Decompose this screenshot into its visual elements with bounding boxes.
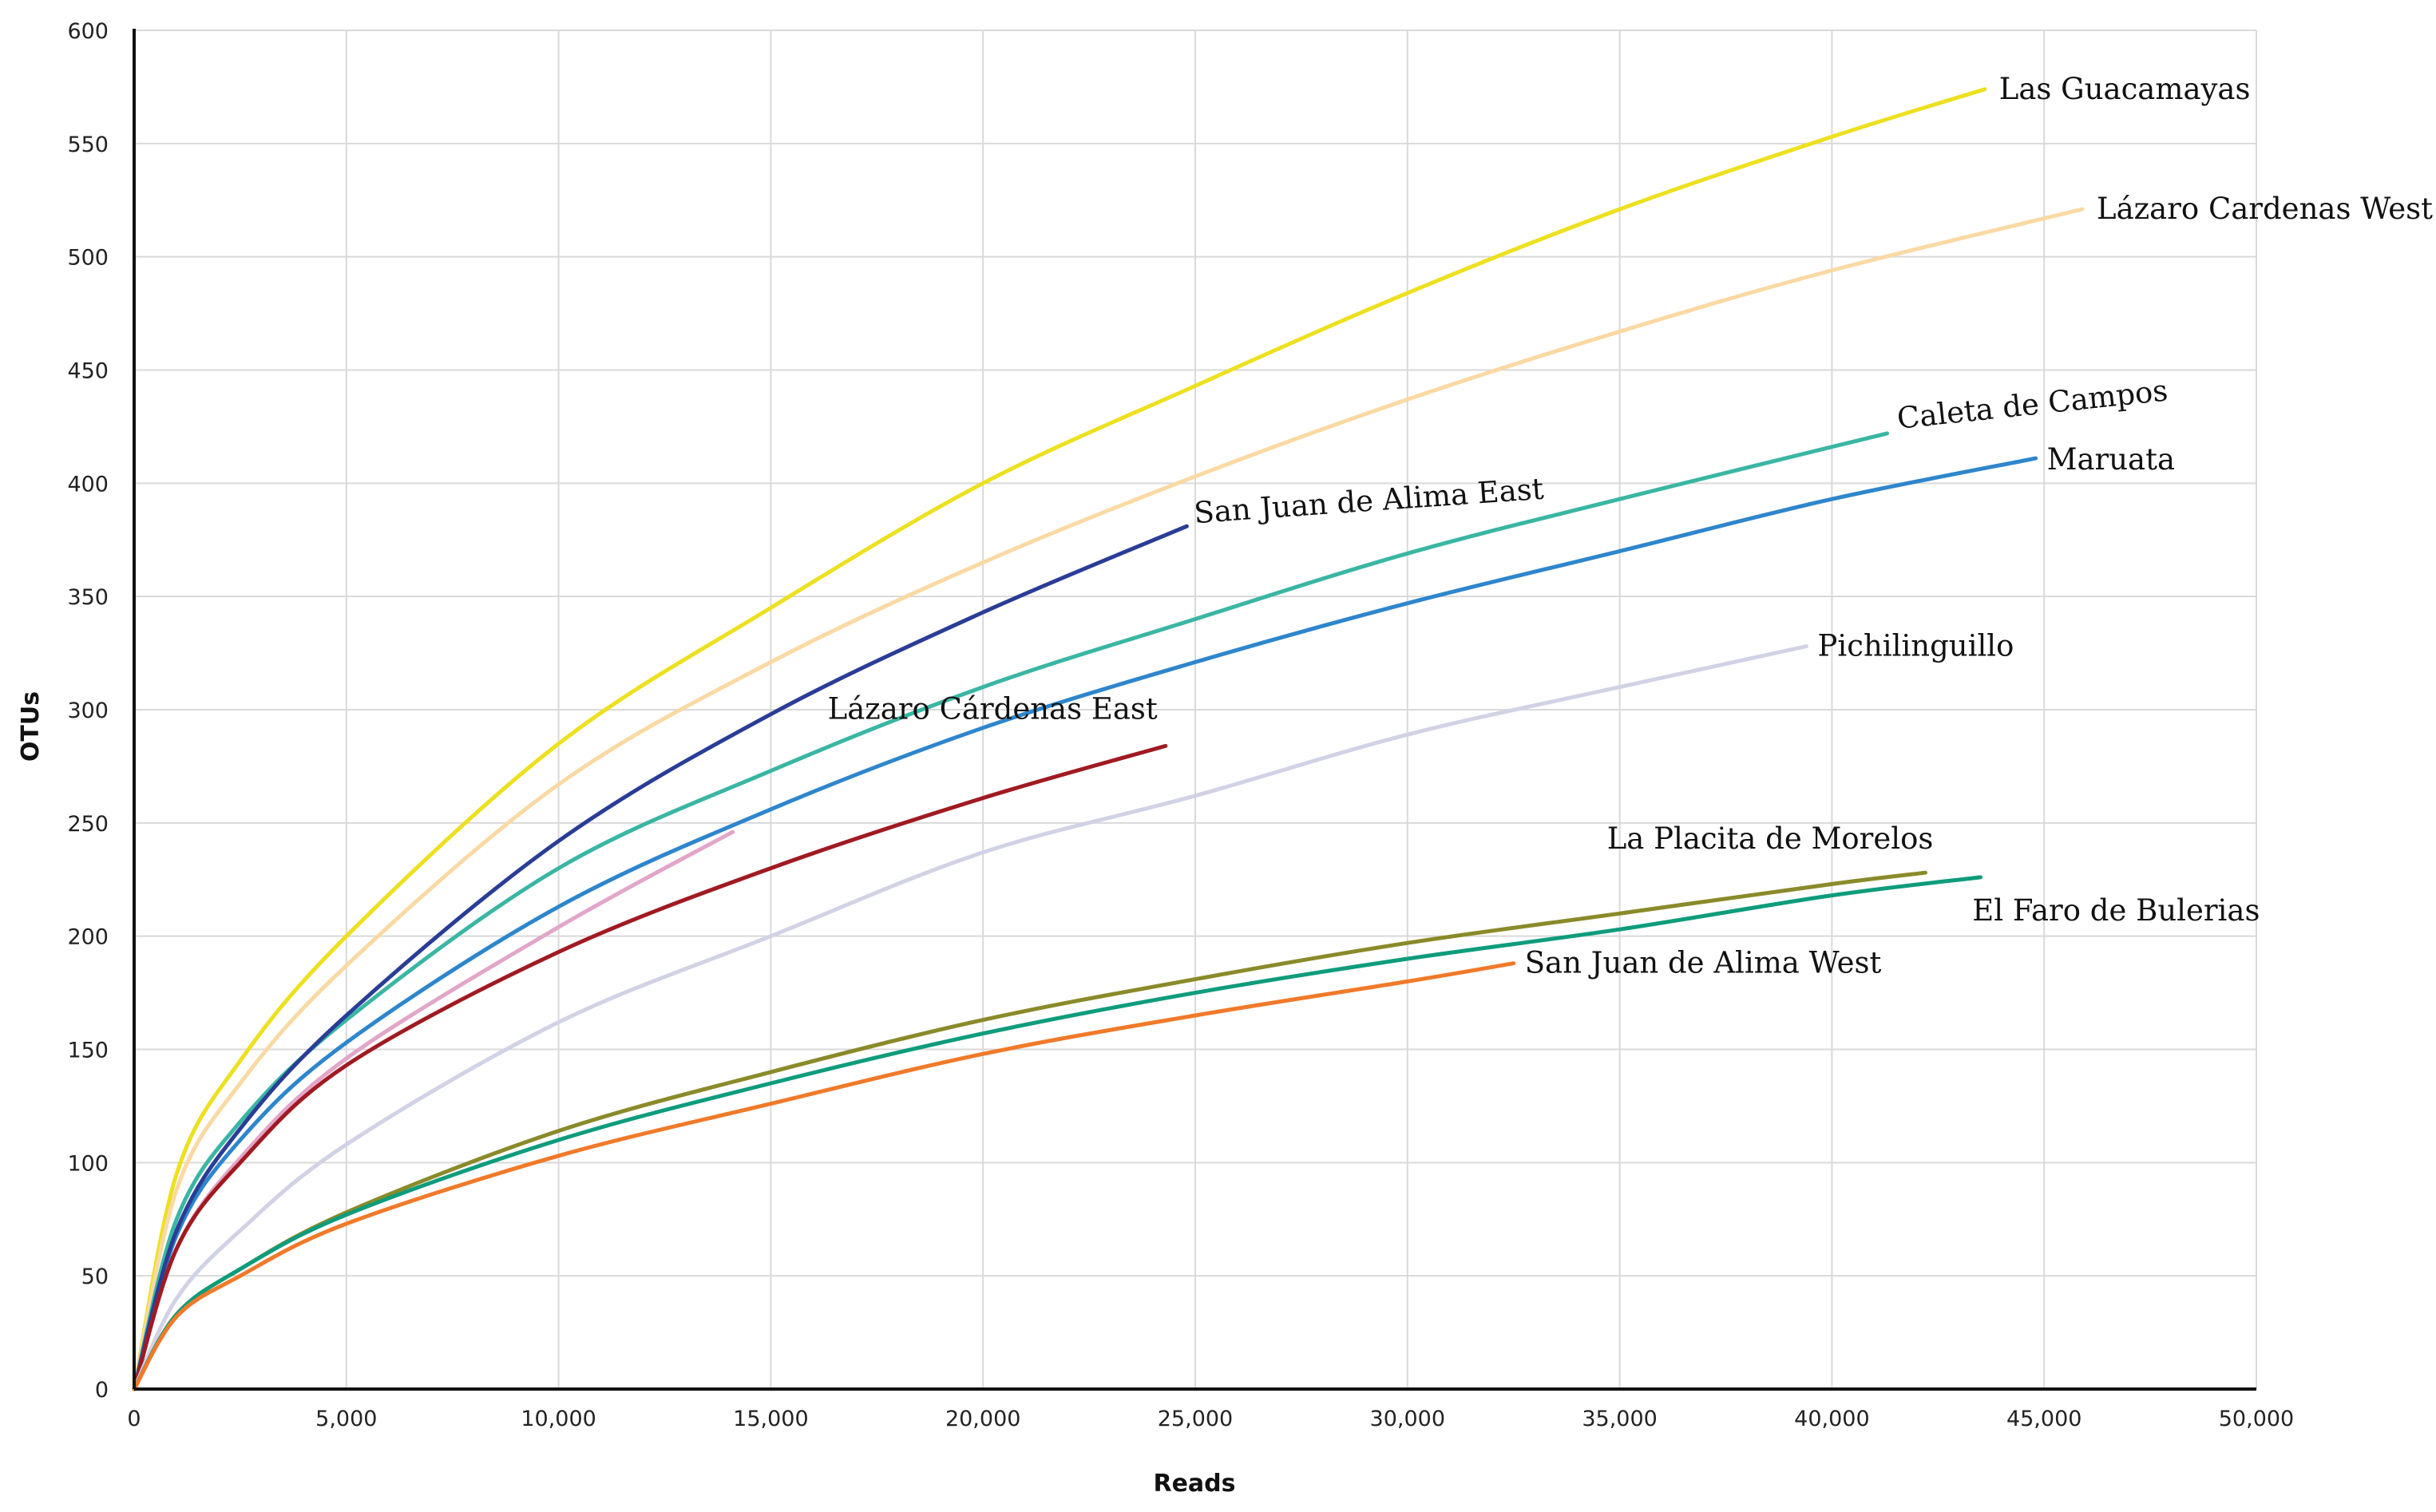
x-tick-label: 25,000 — [1158, 1407, 1233, 1431]
series-line-el-faro-de-bulerias — [132, 875, 1982, 1391]
series-layer — [132, 87, 2085, 1391]
x-tick-label: 5,000 — [315, 1407, 377, 1431]
series-label-las-guacamayas: Las Guacamayas — [1999, 72, 2251, 106]
y-tick-label: 500 — [67, 246, 109, 271]
x-tick-label: 0 — [127, 1407, 141, 1431]
ticks-layer: 0 5,000 10,000 15,000 20,000 25,000 30,000 35,0… — [67, 19, 2294, 1431]
series-label-el-faro-de-bulerias: El Faro de Bulerias — [1972, 893, 2260, 928]
axes-layer — [133, 29, 2256, 1391]
series-line-san-juan-de-alima-east — [132, 524, 1189, 1391]
x-tick-label: 15,000 — [733, 1407, 808, 1431]
series-line-lazaro-cardenas-west — [132, 207, 2085, 1391]
y-tick-label: 600 — [67, 19, 109, 44]
y-tick-label: 100 — [67, 1151, 109, 1176]
y-tick-label: 550 — [67, 133, 109, 157]
x-tick-label: 40,000 — [1794, 1407, 1869, 1431]
x-tick-label: 30,000 — [1370, 1407, 1445, 1431]
series-line-las-guacamayas — [132, 87, 1987, 1391]
series-label-lazaro-cardenas-east: Lázaro Cárdenas East — [828, 691, 1158, 726]
y-tick-label: 250 — [67, 812, 109, 837]
y-tick-label: 300 — [67, 699, 109, 723]
series-line-san-juan-de-alima-west — [132, 961, 1516, 1391]
y-tick-label: 0 — [95, 1378, 109, 1403]
series-label-pichilinguillo: Pichilinguillo — [1818, 629, 2014, 663]
series-label-san-juan-de-alima-east: San Juan de Alima East — [1193, 472, 1545, 531]
x-tick-label: 35,000 — [1582, 1407, 1657, 1431]
series-label-maruata: Maruata — [2047, 442, 2175, 477]
x-axis-title: Reads — [1153, 1470, 1235, 1498]
series-line-maruata — [132, 456, 2038, 1391]
y-tick-label: 50 — [81, 1265, 109, 1289]
x-tick-label: 20,000 — [945, 1407, 1020, 1431]
series-label-lazaro-cardenas-west: Lázaro Cardenas West — [2097, 192, 2433, 226]
y-tick-label: 450 — [67, 359, 109, 384]
series-label-san-juan-de-alima-west: San Juan de Alima West — [1525, 946, 1882, 980]
y-tick-label: 200 — [67, 925, 109, 950]
y-tick-label: 150 — [67, 1039, 109, 1063]
x-tick-label: 45,000 — [2006, 1407, 2081, 1431]
series-line-pichilinguillo — [132, 644, 1808, 1391]
series-line-caleta-de-campos — [132, 431, 1889, 1391]
y-tick-label: 350 — [67, 585, 109, 610]
series-line-lazaro-cardenas-east — [132, 743, 1168, 1391]
x-tick-label: 10,000 — [521, 1407, 596, 1431]
y-tick-label: 400 — [67, 472, 109, 497]
series-label-caleta-de-campos: Caleta de Campos — [1895, 374, 2169, 436]
series-label-la-placita-de-morelos: La Placita de Morelos — [1607, 821, 1934, 856]
x-tick-label: 50,000 — [2219, 1407, 2294, 1431]
grid-layer — [134, 30, 2257, 1389]
y-axis-title: OTUs — [17, 691, 45, 762]
